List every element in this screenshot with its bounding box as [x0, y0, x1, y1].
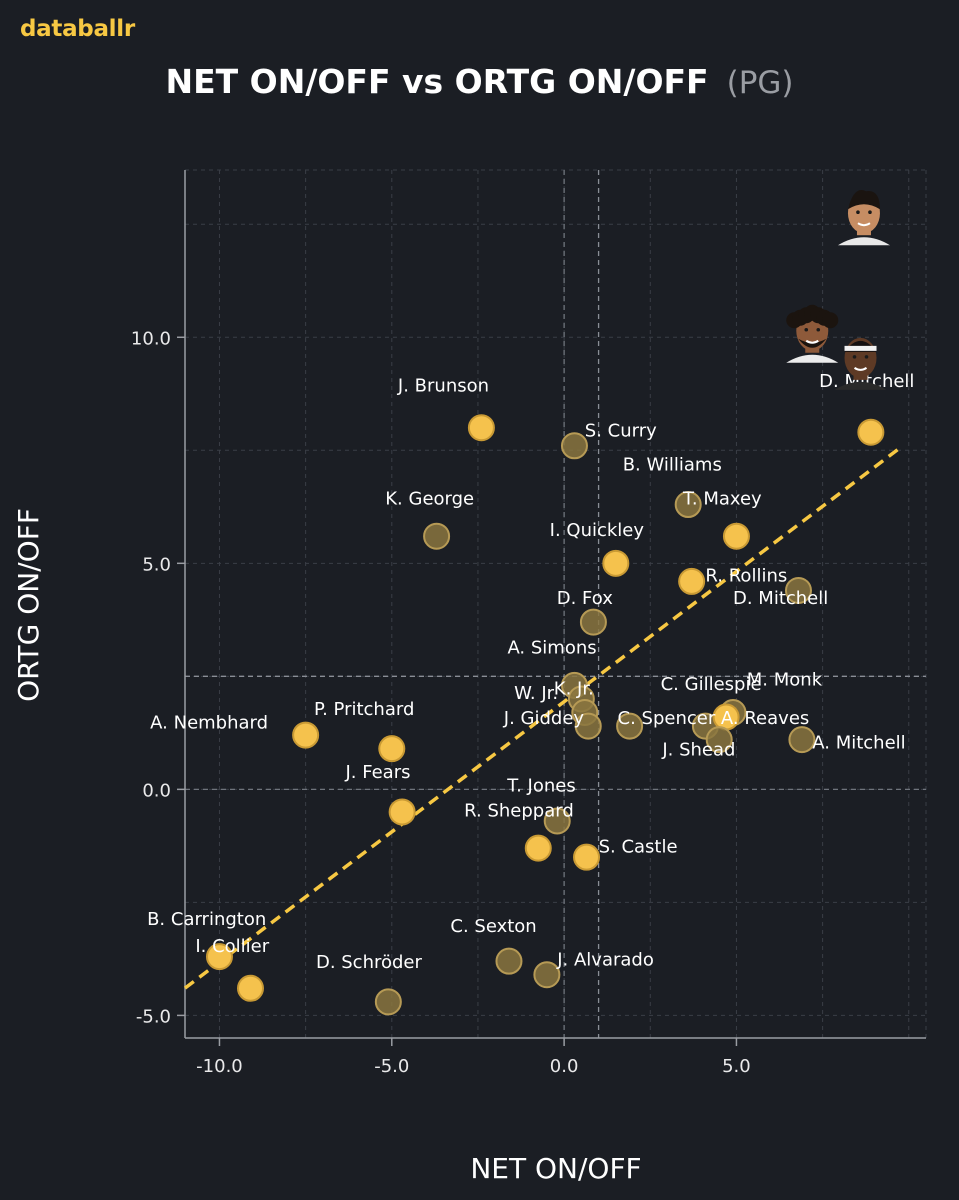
grid-layer	[185, 169, 927, 1038]
data-point	[292, 721, 320, 749]
data-point	[533, 961, 561, 989]
headshot-eye	[856, 210, 860, 215]
data-point	[678, 567, 706, 595]
chart-header: NET ON/OFF vs ORTG ON/OFF (PG)	[0, 62, 959, 101]
point-label: M. Monk	[747, 669, 823, 690]
data-point	[705, 726, 733, 754]
y-axis-title: ORTG ON/OFF	[12, 508, 45, 702]
point-label: S. Castle	[599, 837, 678, 858]
headshot-eye	[864, 355, 869, 359]
axis-layer: -10.0 -5.0 0.0 5.0 -5.0 0.0 5.0 10.0	[131, 170, 926, 1077]
data-point	[423, 522, 451, 550]
headshot-headband	[844, 345, 877, 351]
y-tick-label: 10.0	[131, 328, 171, 349]
x-tick-label: -5.0	[374, 1056, 409, 1077]
point-label: D. Schröder	[316, 952, 423, 973]
data-point	[467, 414, 495, 442]
data-point	[388, 798, 416, 826]
point-label: A. Simons	[507, 638, 596, 659]
data-point	[722, 522, 750, 550]
headshot-shoulders	[786, 354, 839, 363]
point-label: J. Shead	[661, 739, 735, 760]
point-label: J. Giddey	[503, 708, 585, 729]
x-tick-label: 5.0	[722, 1056, 751, 1077]
headshots-layer	[786, 190, 890, 390]
data-point	[236, 974, 264, 1002]
point-label: I. Collier	[195, 936, 269, 957]
data-point	[616, 712, 644, 740]
headshot-eye	[816, 327, 821, 332]
headshot-eye	[804, 327, 809, 332]
data-point	[784, 576, 812, 604]
data-point	[573, 843, 601, 871]
headshot-eye	[852, 355, 857, 359]
x-tick-label: -10.0	[196, 1056, 243, 1077]
data-point	[378, 735, 406, 763]
headshot-eye	[868, 210, 872, 215]
point-label: C. Spencer	[618, 708, 716, 729]
headshot-shoulders	[834, 381, 887, 390]
point-label: T. Jones	[506, 776, 575, 797]
data-point	[857, 418, 885, 446]
points-layer	[205, 414, 885, 1016]
point-label: J. Brunson	[397, 376, 489, 397]
point-label: A. Nembhard	[150, 712, 268, 733]
data-point	[543, 807, 571, 835]
y-tick-label: -5.0	[136, 1006, 171, 1027]
data-point	[574, 712, 602, 740]
point-label: B. Williams	[623, 455, 722, 476]
data-point	[674, 491, 702, 519]
headshot-smile	[805, 339, 819, 344]
headshot-shoulders	[837, 237, 890, 246]
brand-logo: databallr	[20, 16, 135, 42]
point-label: T. Maxey	[682, 489, 762, 510]
data-point	[495, 947, 523, 975]
point-label: B. Carrington	[147, 909, 266, 930]
chart-title: NET ON/OFF vs ORTG ON/OFF	[165, 62, 709, 101]
headshot-smile	[857, 222, 871, 227]
point-label: S. Curry	[585, 421, 657, 442]
point-label: A. Reaves	[721, 708, 809, 729]
player-headshot-icon	[834, 337, 887, 390]
trendline	[183, 447, 900, 990]
point-label: C. Gillespie	[661, 674, 762, 695]
data-point	[560, 432, 588, 460]
point-label: K. Jr.	[554, 678, 594, 699]
x-tick-label: 0.0	[550, 1056, 579, 1077]
point-label: I. Quickley	[550, 520, 645, 541]
headshot-hair	[822, 312, 839, 329]
point-label: W. Jr.	[514, 683, 558, 704]
trendline-layer	[183, 447, 900, 990]
point-label: C. Sexton	[450, 916, 536, 937]
point-labels-layer: J. Brunson S. Curry B. Williams T. Maxey K. …	[147, 371, 914, 973]
point-label: J. Alvarado	[556, 950, 654, 971]
point-label: P. Pritchard	[314, 699, 414, 720]
point-label: R. Sheppard	[464, 800, 574, 821]
y-tick-label: 0.0	[142, 780, 171, 801]
y-tick-label: 5.0	[142, 554, 171, 575]
data-point	[524, 834, 552, 862]
headshot-hair	[847, 190, 880, 210]
point-label: D. Fox	[557, 588, 613, 609]
data-point	[205, 943, 233, 971]
point-label: R. Rollins	[705, 565, 787, 586]
point-label: J. Fears	[344, 762, 410, 783]
data-point	[579, 608, 607, 636]
point-label: A. Mitchell	[812, 733, 905, 754]
data-point	[374, 988, 402, 1016]
headshot-smile	[853, 367, 868, 371]
player-headshot-icon	[786, 304, 839, 363]
data-point	[602, 549, 630, 577]
point-label: D. Mitchell	[733, 588, 828, 609]
chart-subtitle: (PG)	[726, 65, 794, 101]
data-point	[788, 726, 816, 754]
x-axis-title: NET ON/OFF	[470, 1152, 641, 1185]
point-label: K. George	[385, 489, 474, 510]
player-headshot-icon	[837, 190, 890, 246]
